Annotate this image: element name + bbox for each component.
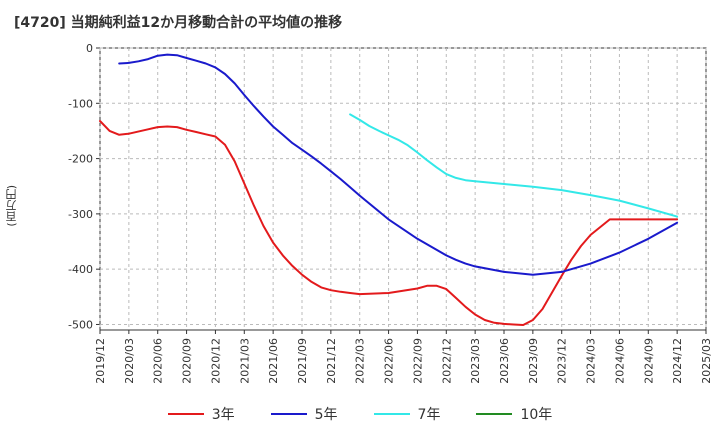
x-tick-label: 2024/06 bbox=[613, 338, 626, 384]
legend-swatch-7y bbox=[373, 413, 410, 415]
x-tick-label: 2020/06 bbox=[152, 338, 165, 384]
y-tick-label: -400 bbox=[68, 263, 93, 276]
x-tick-label: 2022/12 bbox=[440, 338, 453, 384]
x-tick-label: 2019/12 bbox=[94, 338, 107, 384]
legend-label-7y: 7年 bbox=[417, 407, 441, 423]
legend-label-3y: 3年 bbox=[211, 407, 235, 423]
x-tick-label: 2021/12 bbox=[325, 338, 338, 384]
x-tick-label: 2021/06 bbox=[267, 338, 280, 384]
legend-swatch-3y bbox=[167, 413, 204, 415]
legend-item-10y[interactable]: 10年 bbox=[476, 404, 552, 424]
y-tick-label: -100 bbox=[68, 97, 93, 110]
x-tick-label: 2023/09 bbox=[527, 338, 540, 384]
legend-item-3y[interactable]: 3年 bbox=[167, 404, 235, 424]
legend-swatch-10y bbox=[476, 413, 513, 415]
x-tick-label: 2020/12 bbox=[209, 338, 222, 384]
x-tick-label: 2023/12 bbox=[556, 338, 569, 384]
legend-label-10y: 10年 bbox=[520, 407, 553, 423]
legend-swatch-5y bbox=[270, 413, 307, 415]
chart-title: [4720] 当期純利益12か月移動合計の平均値の推移 bbox=[14, 15, 343, 31]
x-tick-label: 2024/03 bbox=[585, 338, 598, 384]
x-tick-label: 2022/09 bbox=[411, 338, 424, 384]
y-tick-label: -200 bbox=[68, 153, 93, 166]
x-tick-label: 2022/06 bbox=[383, 338, 396, 384]
x-tick-label: 2020/09 bbox=[181, 338, 194, 384]
series-line-3y bbox=[99, 120, 679, 326]
x-tick-label: 2023/06 bbox=[498, 338, 511, 384]
x-tick-label: 2020/03 bbox=[123, 338, 136, 384]
legend-item-7y[interactable]: 7年 bbox=[373, 404, 441, 424]
x-tick-label: 2024/09 bbox=[642, 338, 655, 384]
x-tick-label: 2024/12 bbox=[671, 338, 684, 384]
series-line-5y bbox=[118, 53, 679, 276]
x-tick-label: 2025/03 bbox=[700, 338, 713, 384]
plot-frame bbox=[99, 47, 707, 331]
y-tick-label: -300 bbox=[68, 208, 93, 221]
x-tick-label: 2022/03 bbox=[354, 338, 367, 384]
y-tick-label: -500 bbox=[68, 318, 93, 331]
legend-item-5y[interactable]: 5年 bbox=[270, 404, 338, 424]
x-tick-label: 2021/09 bbox=[296, 338, 309, 384]
x-tick-label: 2023/03 bbox=[469, 338, 482, 384]
legend-label-5y: 5年 bbox=[314, 407, 338, 423]
x-tick-label: 2021/03 bbox=[238, 338, 251, 384]
legend: 3年 5年 7年 10年 bbox=[0, 404, 720, 424]
y-tick-label: 0 bbox=[86, 42, 93, 55]
series-line-7y bbox=[349, 113, 679, 218]
